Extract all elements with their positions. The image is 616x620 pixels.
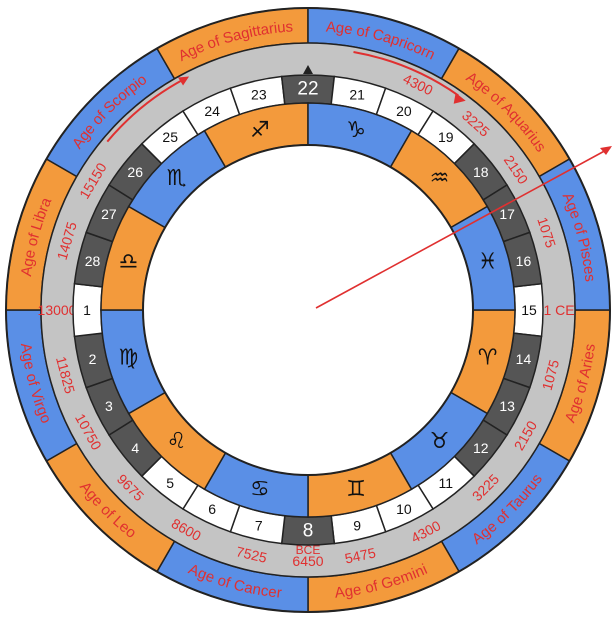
arrowhead-icon: [453, 92, 466, 104]
number-label: 9: [353, 517, 361, 533]
number-label: 4: [131, 440, 139, 456]
zodiac-sign-icon: ♐: [250, 118, 270, 143]
year-label: 7525: [235, 543, 269, 566]
number-label: 26: [127, 164, 143, 180]
zodiac-sign-icon: ♒: [430, 166, 450, 191]
number-label: 2: [89, 351, 97, 367]
arrowhead-icon: [178, 76, 190, 86]
center-circle: [142, 144, 474, 476]
zodiac-sign-icon: ♏: [167, 166, 187, 191]
arrows: [106, 50, 612, 309]
zodiac-sign-icon: ♊: [346, 477, 366, 502]
number-label: 10: [396, 501, 412, 517]
pointer-arrowhead-icon: [600, 146, 612, 155]
pointer-line: [315, 147, 611, 309]
number-label: 23: [251, 87, 267, 103]
zodiac-sign-icon: ♑: [346, 118, 366, 143]
number-label: 11: [439, 475, 454, 491]
number-label: 22: [297, 79, 318, 100]
zodiac-sign-icon: ♈: [478, 346, 498, 371]
number-label: 7: [255, 517, 263, 533]
year-label: 1 CE: [543, 302, 574, 318]
number-label: 12: [473, 440, 489, 456]
bce-label: BCE: [296, 543, 321, 557]
number-label: 19: [438, 129, 454, 145]
zodiac-sign-icon: ♉: [430, 429, 450, 454]
year-ring: 1 CE107521503225430054756450752586009675…: [38, 42, 576, 578]
number-label: 24: [204, 103, 220, 119]
number-label: 13: [499, 398, 515, 414]
number-label: 27: [101, 206, 117, 222]
number-label: 21: [349, 87, 365, 103]
zodiac-sign-icon: ♓: [478, 249, 498, 274]
number-label: 28: [85, 253, 101, 269]
year-label: 5475: [343, 544, 377, 566]
number-label: 17: [499, 206, 515, 222]
number-label: 8: [303, 521, 314, 542]
year-band: [41, 43, 575, 577]
number-label: 25: [162, 129, 178, 145]
precession-arrow-left: [106, 77, 186, 143]
year-label: 6450: [292, 553, 323, 569]
number-label: 3: [105, 398, 113, 414]
number-label: 14: [516, 351, 532, 367]
top-marker-icon: [303, 65, 313, 74]
zodiac-sign-icon: ♍: [118, 346, 138, 371]
zodiac-sign-icon: ♎: [118, 249, 138, 274]
year-label: 1075: [539, 358, 563, 392]
number-label: 6: [208, 501, 216, 517]
zodiac-sign-icon: ♌: [167, 429, 187, 454]
number-label: 15: [521, 302, 537, 318]
year-label: 13000: [38, 302, 77, 318]
number-label: 20: [396, 103, 412, 119]
zodiac-sign-icon: ♋: [250, 477, 270, 502]
sign-ring: ♈ ♉ ♊ ♋ ♌ ♍ ♎ ♏ ♐ ♑ ♒ ♓: [100, 102, 516, 518]
number-label: 18: [473, 164, 489, 180]
inner-circle: [5, 7, 611, 613]
number-label: 5: [166, 475, 174, 491]
number-label: 1: [83, 302, 91, 318]
precession-arrow-right: [353, 50, 459, 97]
number-label: 16: [516, 253, 532, 269]
